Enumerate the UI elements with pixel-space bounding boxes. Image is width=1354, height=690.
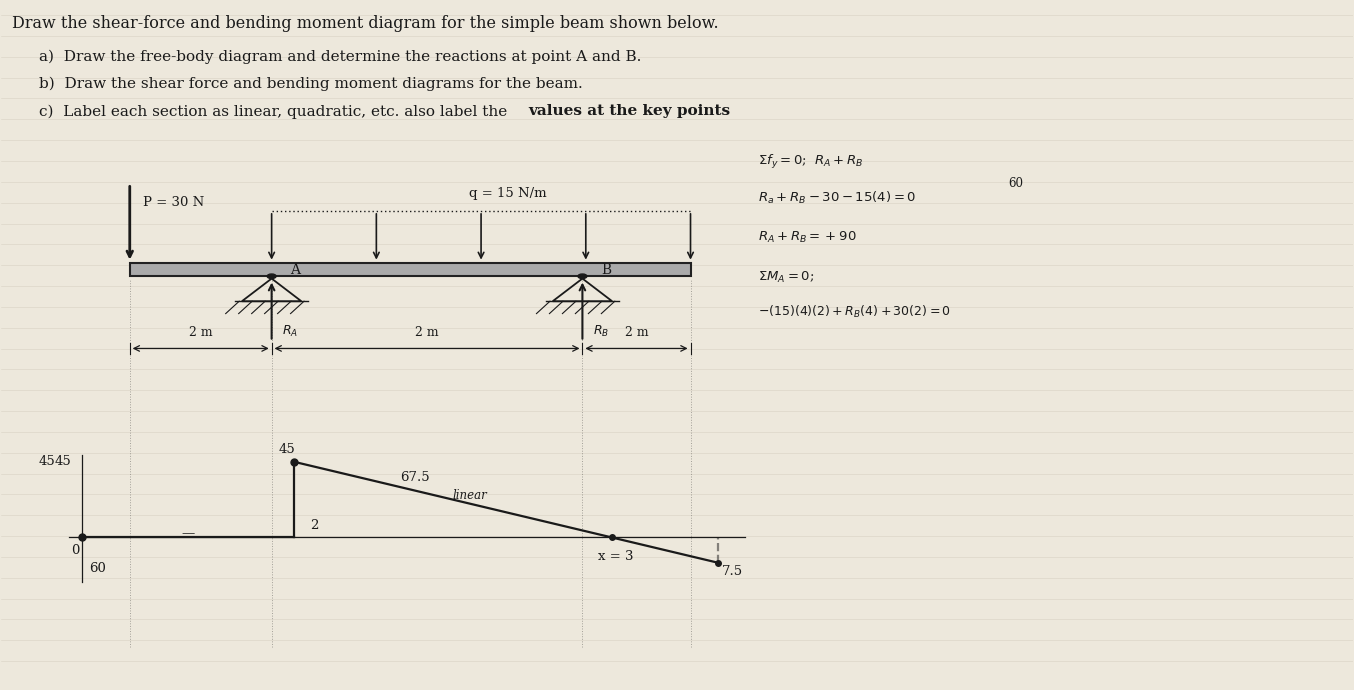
Text: x = 3: x = 3 (598, 550, 634, 563)
Text: 2 m: 2 m (188, 326, 213, 339)
Circle shape (578, 274, 586, 279)
Text: 2 m: 2 m (416, 326, 439, 339)
Text: —: — (181, 527, 195, 540)
Text: linear: linear (454, 489, 487, 502)
Text: B: B (601, 263, 612, 277)
Circle shape (267, 274, 276, 279)
Text: values at the key points: values at the key points (528, 104, 731, 119)
Text: 45: 45 (279, 444, 295, 456)
Text: 60: 60 (89, 562, 106, 575)
Text: $\Sigma M_A=0$;: $\Sigma M_A=0$; (758, 269, 814, 284)
Text: b)  Draw the shear force and bending moment diagrams for the beam.: b) Draw the shear force and bending mome… (39, 77, 584, 91)
Text: Draw the shear-force and bending moment diagram for the simple beam shown below.: Draw the shear-force and bending moment … (12, 15, 719, 32)
Text: $R_a+R_B-30-15(4)=0$: $R_a+R_B-30-15(4)=0$ (758, 190, 917, 206)
Text: a)  Draw the free-body diagram and determine the reactions at point A and B.: a) Draw the free-body diagram and determ… (39, 50, 642, 64)
Text: c)  Label each section as linear, quadratic, etc. also label the: c) Label each section as linear, quadrat… (39, 104, 512, 119)
Text: $-(15)(4)(2)+R_B(4)+30(2)=0$: $-(15)(4)(2)+R_B(4)+30(2)=0$ (758, 304, 951, 320)
Text: $\Sigma f_y=0$;  $R_A+R_B$: $\Sigma f_y=0$; $R_A+R_B$ (758, 152, 864, 170)
Text: 45: 45 (56, 455, 72, 469)
Text: A: A (291, 263, 301, 277)
Text: 45: 45 (39, 455, 56, 469)
Polygon shape (130, 262, 691, 276)
Text: 0: 0 (72, 544, 80, 558)
Text: 7.5: 7.5 (722, 564, 743, 578)
Text: q = 15 N/m: q = 15 N/m (470, 187, 547, 200)
Text: .: . (704, 104, 708, 119)
Text: 60: 60 (1007, 177, 1024, 190)
Text: $R_A$: $R_A$ (283, 324, 298, 339)
Text: $R_B$: $R_B$ (593, 324, 609, 339)
Text: P = 30 N: P = 30 N (144, 196, 204, 209)
Text: 67.5: 67.5 (399, 471, 429, 484)
Text: 2: 2 (310, 519, 318, 532)
Text: 2 m: 2 m (624, 326, 649, 339)
Text: $R_A+R_B=+90$: $R_A+R_B=+90$ (758, 230, 857, 245)
